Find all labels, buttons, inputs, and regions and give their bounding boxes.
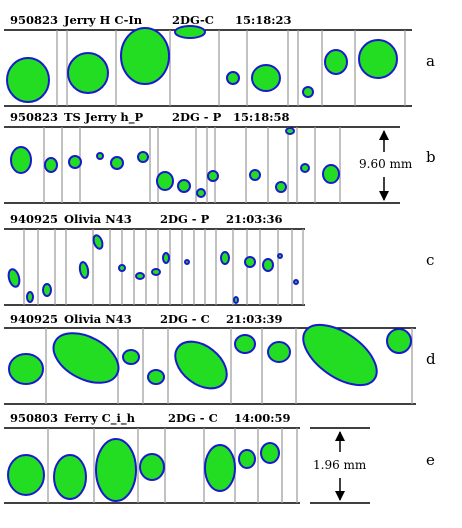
panel-b-date: 950823 (10, 110, 58, 124)
panel-b-scale-label: 9.60 mm (359, 157, 413, 171)
panel-b-frame-lines (43, 127, 341, 203)
panel-b: 950823 TS Jerry h_P 2DG - P 15:18:58 (4, 110, 436, 204)
panel-d-mode: 2DG - C (160, 312, 210, 326)
panel-c-particles (7, 234, 299, 304)
panel-b-particles (10, 127, 340, 198)
panel-c: 940925 Olivia N43 2DG - P 21:03:36 (4, 212, 434, 306)
panel-e-particles (7, 438, 280, 502)
panel-a-particles (6, 25, 398, 103)
panel-a-mode: 2DG-C (172, 13, 214, 27)
panel-c-time: 21:03:36 (226, 212, 283, 226)
panel-e-name: Ferry C_i_h (64, 411, 136, 426)
panel-a-time: 15:18:23 (235, 13, 292, 27)
panel-e-scale-bar (310, 427, 370, 504)
panel-d-frame-lines (45, 328, 413, 404)
panel-c-label: c (426, 251, 434, 269)
panel-d-particles (8, 323, 412, 390)
panel-e: 950803 Ferry C_i_h 2DG - C 14:00:59 (4, 411, 435, 504)
panel-d: 940925 Olivia N43 2DG - C 21:03:39 d (4, 312, 436, 405)
panel-c-frame-lines (23, 229, 304, 305)
panel-e-date: 950803 (10, 411, 58, 425)
panel-c-date: 940925 (10, 212, 58, 226)
panel-a-date: 950823 (10, 13, 58, 27)
panel-e-scale-label: 1.96 mm (313, 458, 367, 472)
panel-e-label: e (426, 451, 435, 469)
panel-e-mode: 2DG - C (168, 411, 218, 425)
panel-d-name: Olivia N43 (64, 312, 132, 326)
panel-b-name: TS Jerry h_P (64, 110, 144, 125)
panel-d-date: 940925 (10, 312, 58, 326)
panel-a-frame-lines (56, 30, 406, 106)
panel-c-name: Olivia N43 (64, 212, 132, 226)
panel-d-label: d (426, 350, 436, 368)
panel-c-mode: 2DG - P (160, 212, 210, 226)
panel-b-mode: 2DG - P (172, 110, 222, 124)
panel-e-frame-lines (47, 428, 298, 503)
panel-b-time: 15:18:58 (233, 110, 290, 124)
panel-a-label: a (426, 52, 435, 70)
panel-d-time: 21:03:39 (226, 312, 283, 326)
panel-a-name: Jerry H C-In (63, 13, 143, 27)
panel-b-label: b (426, 148, 436, 166)
panel-b-scale-bar (350, 126, 400, 204)
panel-a: 950823 Jerry H C-In 2DG-C 15:18:23 a (4, 13, 435, 107)
panel-e-time: 14:00:59 (234, 411, 291, 425)
